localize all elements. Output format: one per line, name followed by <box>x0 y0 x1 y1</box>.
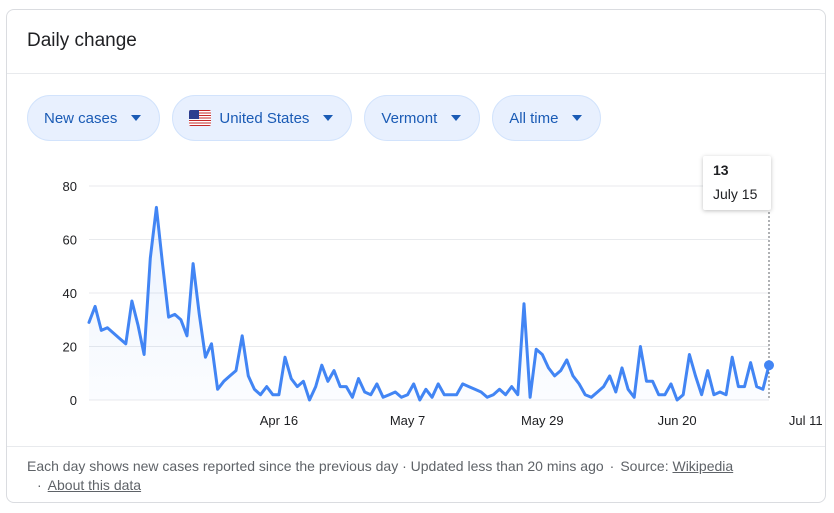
region-dropdown-label: Vermont <box>381 109 438 127</box>
metric-dropdown[interactable]: New cases <box>27 95 161 141</box>
daily-change-card: Daily change New cases United States Ver… <box>6 9 826 503</box>
y-tick-label: 20 <box>63 340 77 355</box>
chevron-down-icon <box>131 115 142 121</box>
footer-note: Each day shows new cases reported since … <box>27 458 604 474</box>
metric-dropdown-label: New cases <box>44 109 118 127</box>
x-tick-label: May 29 <box>521 413 564 428</box>
source-link[interactable]: Wikipedia <box>672 458 734 474</box>
x-tick-label: May 7 <box>390 413 425 428</box>
time-range-dropdown[interactable]: All time <box>492 95 602 141</box>
y-tick-label: 60 <box>63 233 77 248</box>
footer: Each day shows new cases reported since … <box>27 458 734 493</box>
x-tick-label: Jun 20 <box>658 413 697 428</box>
about-data-link[interactable]: About this data <box>47 477 142 493</box>
chevron-down-icon <box>572 115 583 121</box>
country-dropdown[interactable]: United States <box>172 95 353 141</box>
daily-cases-chart[interactable]: 0 20 40 60 80 Apr 16 May 7 May 29 Jun 20 Jul 11 <box>7 150 825 440</box>
country-dropdown-label: United States <box>219 109 310 127</box>
tooltip-value: 13 <box>713 162 729 178</box>
y-tick-label: 0 <box>70 393 77 408</box>
chart-tooltip: 13 July 15 <box>703 156 771 210</box>
y-tick-label: 40 <box>63 286 77 301</box>
header-divider <box>7 73 825 74</box>
chevron-down-icon <box>451 115 462 121</box>
us-flag-icon <box>189 110 212 126</box>
source-prefix: Source: <box>620 458 669 474</box>
highlight-point <box>764 360 774 371</box>
x-tick-label: Jul 11 <box>789 413 823 428</box>
time-range-dropdown-label: All time <box>509 109 559 127</box>
chevron-down-icon <box>323 115 334 121</box>
series-line <box>87 205 771 402</box>
y-tick-label: 80 <box>63 179 77 194</box>
x-tick-label: Apr 16 <box>260 413 298 428</box>
tooltip-date: July 15 <box>713 186 758 202</box>
footer-divider <box>7 446 825 447</box>
filter-bar: New cases United States Vermont All time <box>27 95 602 141</box>
card-title: Daily change <box>27 30 137 51</box>
region-dropdown[interactable]: Vermont <box>364 95 481 141</box>
chart-area[interactable]: 0 20 40 60 80 Apr 16 May 7 May 29 Jun 20 Jul 11 <box>7 150 825 445</box>
